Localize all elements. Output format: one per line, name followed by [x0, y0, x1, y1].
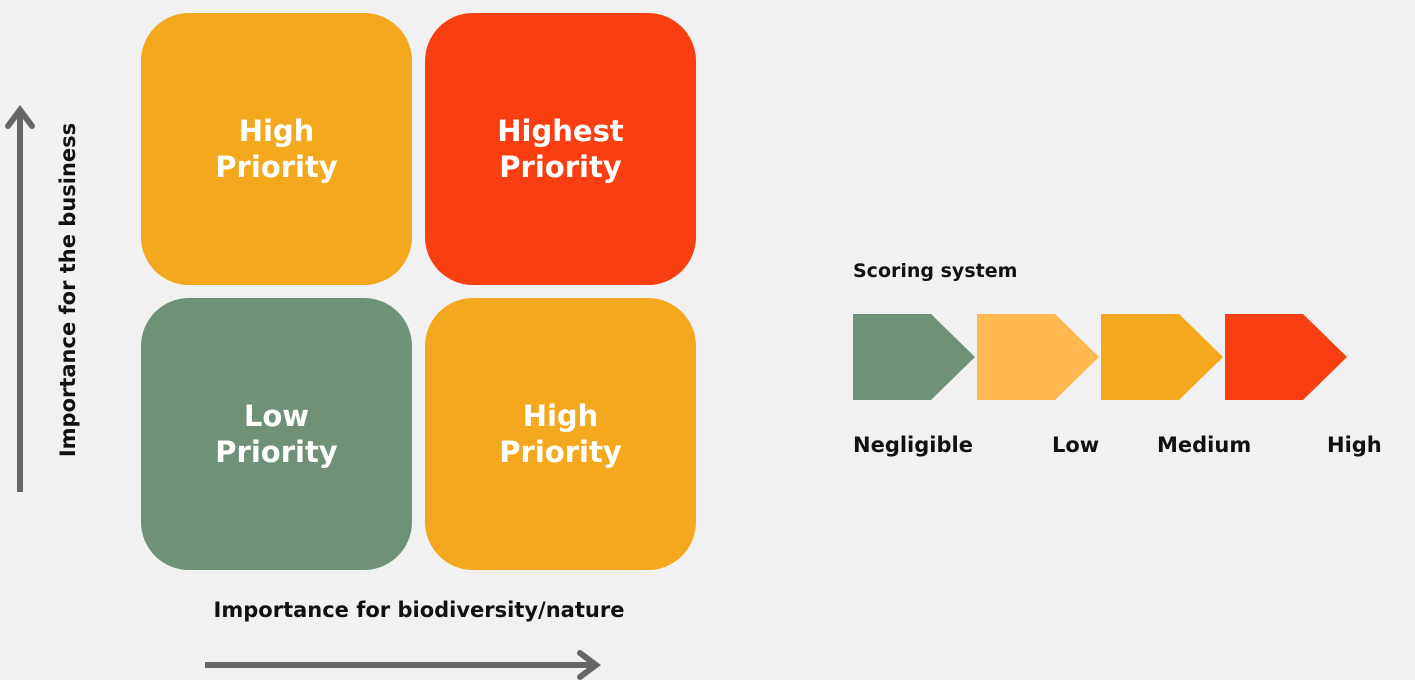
chevron: [1225, 314, 1347, 400]
quadrant-label: High: [522, 399, 599, 433]
scoring-chevrons: [853, 314, 1347, 400]
quadrant: Highest Priority: [425, 13, 696, 285]
quadrant: Low Priority: [141, 298, 412, 570]
quadrant-label: Priority: [215, 150, 338, 184]
level-label: Negligible: [853, 433, 973, 457]
quadrant-label: Priority: [499, 150, 622, 184]
quadrant-label: Priority: [215, 435, 338, 469]
level-label: Medium: [1157, 433, 1252, 457]
chevron: [977, 314, 1099, 400]
y-axis-label: Importance for the business: [56, 122, 80, 458]
quadrant-label: Priority: [499, 435, 622, 469]
x-arrow-head: [577, 650, 601, 680]
chevron: [1101, 314, 1223, 400]
level-label: High: [1327, 433, 1382, 457]
x-axis-label: Importance for biodiversity/nature: [213, 598, 625, 622]
quadrant-label: High: [238, 114, 315, 148]
quadrant-label: Low: [243, 399, 310, 433]
y-arrow-head: [5, 105, 35, 129]
quadrant: High Priority: [141, 13, 412, 285]
quadrant: High Priority: [425, 298, 696, 570]
level-label: Low: [1052, 433, 1100, 457]
chevron: [853, 314, 975, 400]
quadrant-label: Highest: [497, 114, 624, 148]
scoring-title: Scoring system: [853, 260, 1018, 282]
